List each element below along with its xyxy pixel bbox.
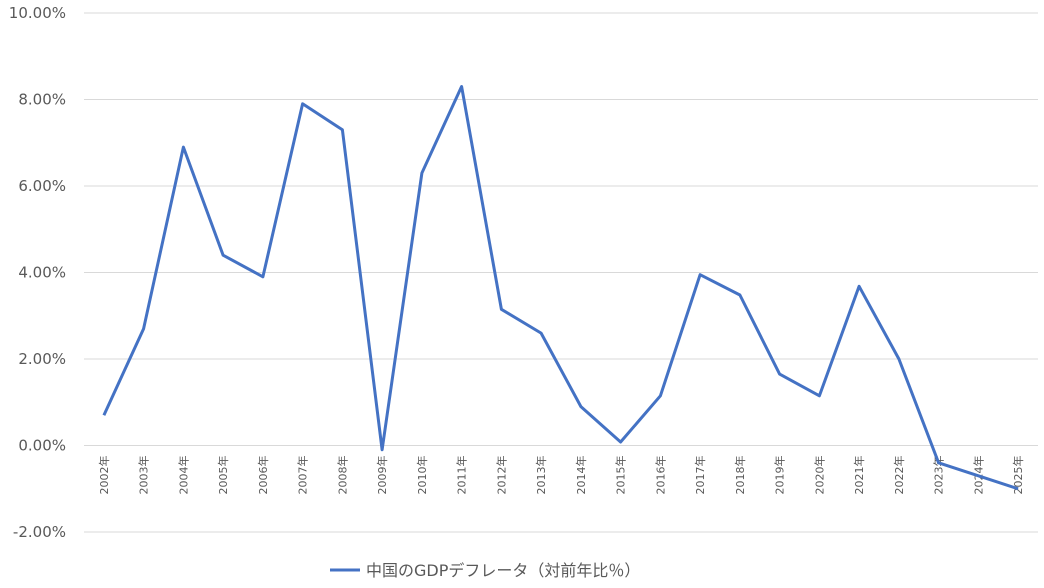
x-tick-label: 2016年 (653, 456, 667, 495)
y-tick-label: -2.00% (13, 523, 66, 541)
x-tick-label: 2010年 (415, 456, 429, 495)
y-tick-label: 10.00% (9, 4, 66, 22)
x-axis-ticks: 2002年 2003年 2004年 2005年 2006年 2007年 2008年 2009年… (97, 456, 1025, 495)
x-tick-label: 2004年 (176, 456, 190, 495)
y-axis-ticks: 10.00% 8.00% 6.00% 4.00% 2.00% 0.00% -2.00% (9, 4, 66, 541)
x-tick-label: 2008年 (335, 456, 349, 495)
x-tick-label: 2002年 (97, 456, 111, 495)
x-tick-label: 2025年 (1011, 456, 1025, 495)
legend: 中国のGDPデフレータ（対前年比％） (330, 561, 640, 580)
gridlines (84, 12, 1038, 533)
x-tick-label: 2020年 (812, 456, 826, 495)
x-tick-label: 2021年 (852, 456, 866, 495)
x-tick-label: 2013年 (534, 456, 548, 495)
y-tick-label: 8.00% (18, 91, 66, 109)
y-tick-label: 4.00% (18, 264, 66, 282)
x-tick-label: 2005年 (216, 456, 230, 495)
x-tick-label: 2018年 (733, 456, 747, 495)
y-tick-label: 2.00% (18, 350, 66, 368)
series-line (102, 85, 1019, 491)
legend-label: 中国のGDPデフレータ（対前年比％） (366, 561, 640, 580)
x-tick-label: 2015年 (614, 456, 628, 495)
x-tick-label: 2014年 (574, 456, 588, 495)
x-tick-label: 2006年 (256, 456, 270, 495)
x-tick-label: 2019年 (773, 456, 787, 495)
x-tick-label: 2011年 (455, 456, 469, 495)
x-tick-label: 2009年 (375, 456, 389, 495)
x-tick-label: 2012年 (494, 456, 508, 495)
y-tick-label: 6.00% (18, 177, 66, 195)
x-tick-label: 2017年 (693, 456, 707, 495)
y-tick-label: 0.00% (18, 437, 66, 455)
x-tick-label: 2003年 (137, 456, 151, 495)
x-tick-label: 2007年 (296, 456, 310, 495)
x-tick-label: 2022年 (892, 456, 906, 495)
series-layer (102, 85, 1019, 491)
